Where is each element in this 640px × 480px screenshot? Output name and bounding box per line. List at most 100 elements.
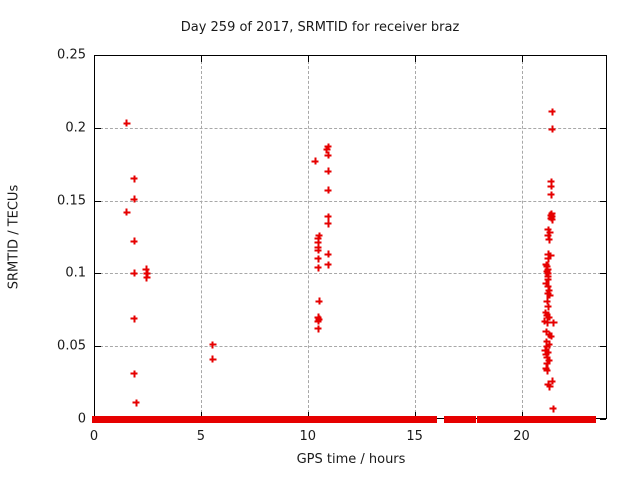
- zero-band-segment: [173, 415, 184, 423]
- zero-band-segment: [244, 415, 263, 423]
- data-point: [143, 274, 151, 282]
- data-point: [314, 234, 322, 242]
- data-point: [143, 269, 151, 277]
- x-tick-mark-top: [414, 56, 416, 62]
- data-point: [545, 341, 553, 349]
- x-tick-label: 20: [513, 429, 530, 444]
- y-gridline: [95, 273, 606, 275]
- data-point: [543, 338, 550, 346]
- data-point: [544, 319, 552, 327]
- data-point: [323, 146, 331, 154]
- data-point: [543, 342, 550, 350]
- data-point: [324, 220, 332, 228]
- zero-band-segment: [512, 415, 525, 423]
- data-point: [547, 191, 555, 199]
- data-point: [543, 360, 551, 368]
- data-point: [548, 108, 556, 116]
- zero-band-segment: [444, 415, 468, 423]
- data-point: [547, 252, 555, 260]
- data-point: [542, 261, 550, 269]
- y-tick-mark-left: [95, 127, 101, 129]
- data-point: [547, 178, 555, 186]
- data-point: [324, 261, 332, 269]
- data-point: [542, 309, 550, 317]
- zero-band-segment: [105, 415, 116, 423]
- x-tick-mark-bottom: [521, 412, 523, 418]
- data-point: [324, 167, 332, 175]
- data-point: [544, 226, 552, 234]
- data-point: [209, 355, 217, 363]
- data-point: [549, 405, 557, 413]
- data-point: [542, 328, 550, 336]
- x-gridline: [521, 56, 523, 418]
- data-point: [315, 232, 323, 240]
- y-gridline: [95, 346, 606, 348]
- y-tick-mark-right: [600, 419, 606, 420]
- data-point: [314, 239, 322, 247]
- zero-band-segment: [320, 415, 347, 423]
- x-gridline: [307, 56, 309, 418]
- data-point: [324, 250, 332, 258]
- y-gridline: [95, 127, 606, 129]
- zero-band-segment: [404, 415, 416, 423]
- data-point: [544, 283, 552, 290]
- data-point: [209, 341, 217, 349]
- chart-title: Day 259 of 2017, SRMTID for receiver bra…: [180, 20, 460, 35]
- data-point: [545, 357, 553, 365]
- x-axis-label: GPS time / hours: [296, 452, 406, 467]
- zero-band-segment: [91, 415, 112, 423]
- y-tick-mark-right: [600, 273, 606, 275]
- y-tick-label: 0.25: [57, 47, 86, 63]
- zero-band-segment: [535, 415, 553, 423]
- data-point: [314, 255, 322, 263]
- data-point: [543, 312, 551, 320]
- data-point: [544, 290, 552, 298]
- y-gridline: [95, 200, 606, 202]
- y-tick-mark-left: [95, 200, 101, 202]
- zero-band-segment: [312, 415, 327, 423]
- data-point: [545, 313, 553, 321]
- data-point: [315, 297, 323, 305]
- zero-band-segment: [275, 415, 294, 423]
- data-point: [142, 265, 150, 273]
- data-point: [543, 354, 551, 362]
- data-point: [544, 380, 552, 388]
- data-point: [324, 186, 332, 194]
- data-point: [544, 232, 552, 240]
- data-point: [550, 319, 558, 327]
- x-tick-label: 15: [406, 429, 423, 444]
- data-point: [547, 332, 555, 340]
- zero-band-segment: [504, 415, 518, 423]
- data-point: [544, 255, 552, 263]
- y-tick-label: 0.05: [57, 338, 86, 354]
- data-point: [324, 213, 332, 221]
- data-point: [543, 297, 551, 305]
- x-tick-mark-bottom: [200, 412, 202, 418]
- x-gridline: [200, 56, 202, 418]
- zero-band-segment: [111, 415, 162, 423]
- data-point: [130, 195, 138, 203]
- y-tick-label: 0.2: [65, 120, 86, 136]
- zero-band-segment: [287, 415, 307, 423]
- x-gridline: [414, 56, 416, 418]
- y-tick-mark-right: [600, 200, 606, 202]
- data-point: [544, 348, 552, 356]
- plot-area: [94, 55, 607, 419]
- data-point: [548, 377, 556, 385]
- data-point: [324, 143, 332, 151]
- y-tick-mark-right: [600, 127, 606, 129]
- data-point: [314, 246, 322, 254]
- y-tick-mark-right: [600, 346, 606, 348]
- zero-band-segment: [568, 415, 586, 423]
- data-point: [544, 303, 552, 311]
- zero-band-segment: [191, 415, 203, 423]
- data-point: [314, 317, 322, 325]
- x-tick-mark-top: [200, 56, 202, 62]
- x-tick-label: 5: [196, 429, 206, 444]
- data-point: [130, 175, 138, 183]
- data-point: [544, 275, 552, 283]
- data-point: [123, 119, 131, 127]
- data-point: [541, 347, 549, 355]
- data-point: [548, 125, 556, 133]
